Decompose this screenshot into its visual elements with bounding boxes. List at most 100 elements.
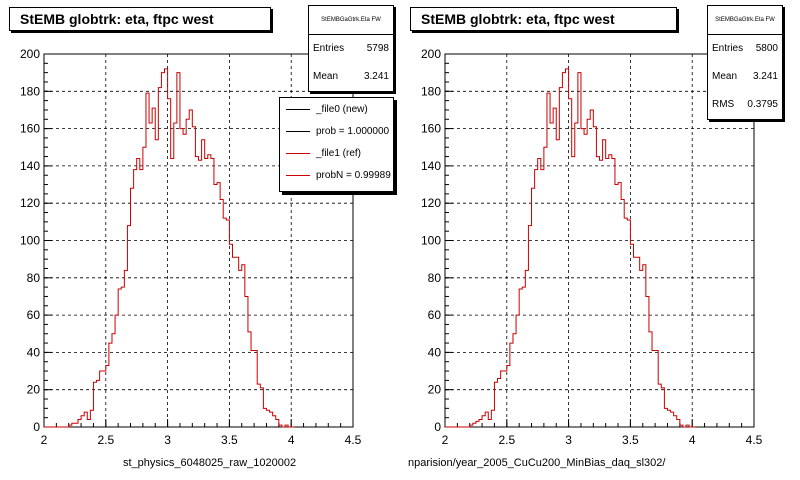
right-xtick-label-2: 3 (565, 433, 572, 447)
right-bin-50 (600, 160, 603, 427)
right-ytick-label-6: 120 (421, 196, 441, 210)
right-bin-61 (633, 257, 636, 427)
right-bin-69 (658, 384, 661, 427)
left-xtick-label-5: 4.5 (345, 433, 362, 447)
right-bin-58 (624, 218, 627, 427)
right-entries-label: Entries (712, 43, 744, 54)
left-bin-41 (171, 158, 174, 427)
right-bin-55 (615, 185, 618, 427)
right-ytick-label-5: 100 (421, 234, 441, 248)
right-rms-label: RMS (712, 99, 735, 110)
left-bin-53 (208, 155, 211, 427)
left-bin-39 (165, 69, 168, 427)
left-bin-52 (205, 158, 208, 427)
left-bin-44 (180, 129, 183, 427)
right-bin-53 (609, 155, 612, 427)
left-bin-20 (106, 365, 109, 427)
right-bin-42 (575, 123, 578, 427)
right-bin-22 (513, 334, 516, 427)
left-ytick-label-1: 20 (27, 383, 41, 397)
left-bin-30 (137, 158, 140, 427)
left-stats-mean-row: Mean 3.241 (309, 63, 393, 91)
left-bin-58 (223, 218, 226, 427)
right-histogram-line (445, 68, 696, 428)
right-stats-entries-row: Entries 5800 (708, 35, 782, 63)
legend-swatch-file0 (286, 108, 310, 110)
legend-swatch-probn (286, 174, 310, 176)
right-stats-rms-row: RMS 0.3795 (708, 91, 782, 119)
left-bin-47 (189, 110, 192, 427)
left-bin-36 (155, 140, 158, 427)
legend-swatch-prob (286, 130, 310, 132)
legend-label-prob: prob = 1.000000 (316, 125, 390, 137)
right-xtick-label-5: 4.5 (746, 433, 763, 447)
left-ytick-label-8: 160 (20, 122, 40, 136)
right-rms-value: 0.3795 (747, 99, 778, 110)
left-bin-10 (75, 423, 78, 427)
right-bin-49 (596, 157, 599, 427)
legend-label-probn: probN = 0.99989 (316, 169, 391, 181)
left-chart-title: StEMB globtrk: eta, ftpc west (9, 7, 271, 31)
left-bin-48 (192, 127, 195, 427)
left-ytick-label-4: 80 (27, 271, 41, 285)
right-bin-26 (525, 270, 528, 427)
right-bin-63 (640, 270, 643, 427)
left-xtick-label-2: 3 (164, 433, 171, 447)
left-bin-31 (140, 170, 143, 427)
right-bin-54 (612, 158, 615, 427)
right-bin-17 (498, 379, 501, 427)
left-bin-38 (161, 73, 164, 427)
right-bin-46 (587, 119, 590, 427)
left-ytick-label-0: 0 (33, 420, 40, 434)
right-bin-35 (553, 108, 556, 427)
left-bin-29 (134, 170, 137, 427)
left-ytick-label-2: 40 (27, 345, 41, 359)
left-bin-19 (103, 371, 106, 427)
legend-swatch-file1 (286, 152, 310, 154)
right-bin-32 (544, 147, 547, 427)
left-title-text: StEMB globtrk: eta, ftpc west (20, 11, 214, 27)
right-bin-62 (637, 257, 640, 427)
right-bin-18 (501, 371, 504, 427)
left-stats-box: StEMBGaGtrk.Eta FW Entries 5798 Mean 3.2… (308, 5, 394, 92)
legend-entry-file1: _file1 (ref) (280, 142, 393, 164)
right-ytick-label-7: 140 (421, 159, 441, 173)
left-histogram-line (44, 68, 295, 428)
right-bin-72 (667, 410, 670, 427)
left-bin-69 (257, 384, 260, 427)
right-ytick-label-10: 200 (421, 47, 441, 61)
right-bin-71 (664, 408, 667, 427)
left-filename: st_physics_6048025_raw_1020002 (123, 457, 297, 469)
left-bin-22 (112, 334, 115, 427)
left-bin-46 (186, 119, 189, 427)
right-bin-41 (572, 157, 575, 427)
left-bin-56 (217, 183, 220, 427)
right-ytick-label-8: 160 (421, 122, 441, 136)
legend-entry-probn: probN = 0.99989 (280, 164, 393, 186)
right-bin-31 (541, 170, 544, 427)
right-bin-14 (488, 420, 491, 427)
right-bin-67 (652, 351, 655, 427)
right-ytick-label-3: 60 (428, 308, 442, 322)
right-bin-19 (504, 371, 507, 427)
right-bin-36 (556, 140, 559, 427)
left-bin-63 (239, 270, 242, 427)
right-bin-29 (535, 170, 538, 427)
left-bin-25 (121, 287, 124, 427)
left-xtick-label-0: 2 (41, 433, 48, 447)
right-bin-20 (507, 365, 510, 427)
right-bin-48 (593, 127, 596, 427)
legend-entry-file0: _file0 (new) (280, 98, 393, 120)
right-bin-30 (538, 158, 541, 427)
left-entries-label: Entries (313, 43, 345, 54)
right-bin-51 (603, 140, 606, 427)
left-bin-42 (174, 123, 177, 427)
left-bin-51 (202, 140, 205, 427)
right-ytick-label-2: 40 (428, 345, 442, 359)
right-xtick-label-3: 3.5 (622, 433, 639, 447)
right-title-text: StEMB globtrk: eta, ftpc west (421, 11, 615, 27)
right-chart-title: StEMB globtrk: eta, ftpc west (410, 7, 677, 31)
right-entries-value: 5800 (755, 43, 778, 54)
legend-label-file1: _file1 (ref) (316, 147, 362, 159)
